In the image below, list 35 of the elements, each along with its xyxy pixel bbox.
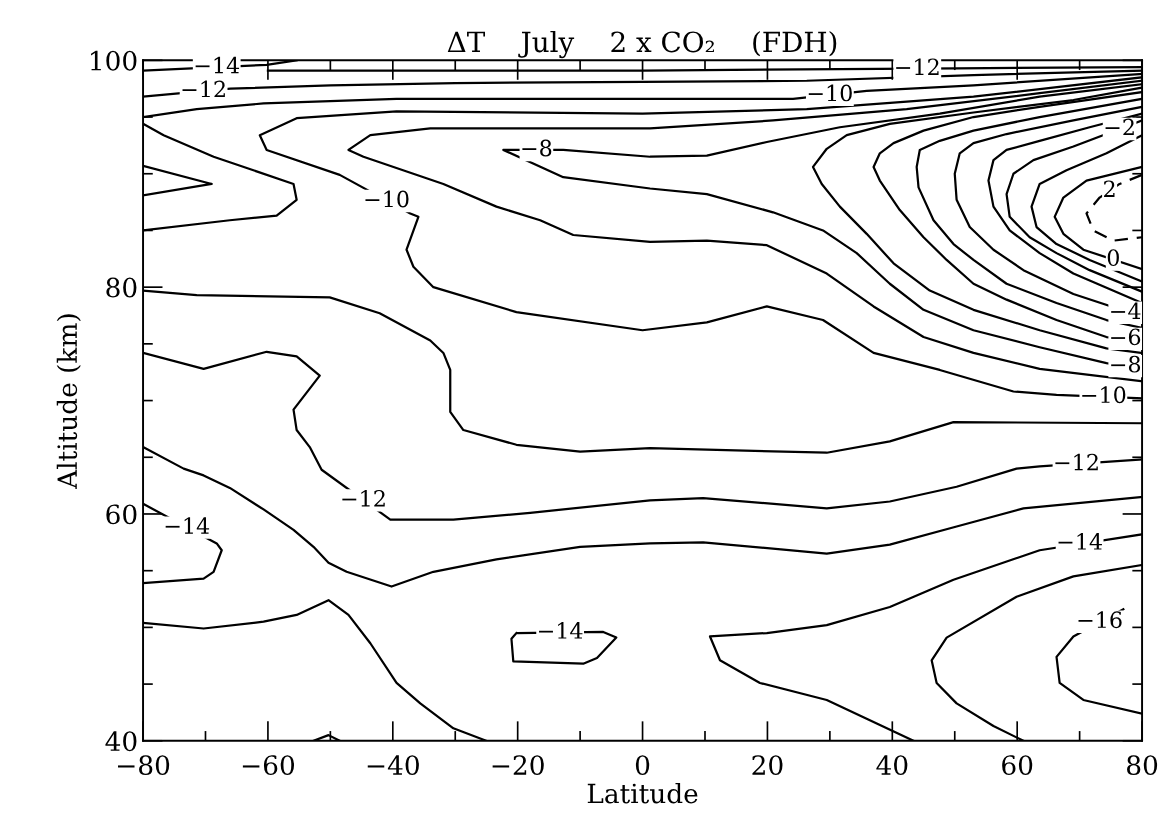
annotation: −12: [182, 80, 225, 98]
x-tick-label: −40: [367, 755, 419, 776]
annotation: −12: [896, 58, 939, 75]
x-tick-label: −20: [492, 755, 544, 776]
x-tick-label: 0: [635, 755, 650, 776]
annotation: −2: [1105, 118, 1134, 136]
annotation: 2: [1104, 180, 1115, 197]
annotation: −10: [1082, 386, 1126, 404]
x-tick-label: −80: [118, 755, 170, 776]
annotation: −4: [1111, 302, 1141, 319]
annotation: −6: [1111, 328, 1141, 346]
annotation: −16: [1078, 611, 1122, 629]
y-axis-title: Altitude (km): [56, 314, 81, 490]
annotation: −14: [1058, 533, 1102, 550]
x-tick-label: 60: [1002, 755, 1033, 776]
y-tick-label: 60: [106, 504, 137, 525]
x-tick-label: −60: [242, 755, 295, 776]
annotation: −14: [539, 622, 583, 639]
annotation: −12: [342, 490, 385, 507]
annotation: −12: [1055, 453, 1098, 471]
y-tick-label: 40: [105, 731, 137, 752]
x-axis-title: Latitude: [587, 783, 698, 804]
annotation: −14: [165, 517, 210, 534]
annotation: −10: [808, 84, 852, 102]
annotation: 0: [1107, 249, 1119, 267]
y-tick-label: 80: [106, 277, 137, 298]
x-tick-label: 40: [876, 755, 908, 776]
annotation: −8: [522, 139, 552, 157]
annotation: −10: [365, 190, 409, 208]
x-tick-label: 80: [1127, 755, 1158, 776]
annotation: −8: [1111, 355, 1141, 373]
annotation: −14: [195, 56, 240, 74]
y-tick-label: 100: [91, 50, 137, 71]
x-tick-label: 20: [752, 755, 783, 776]
chart-title: ΔT July 2 x CO₂ (FDH): [447, 30, 837, 59]
